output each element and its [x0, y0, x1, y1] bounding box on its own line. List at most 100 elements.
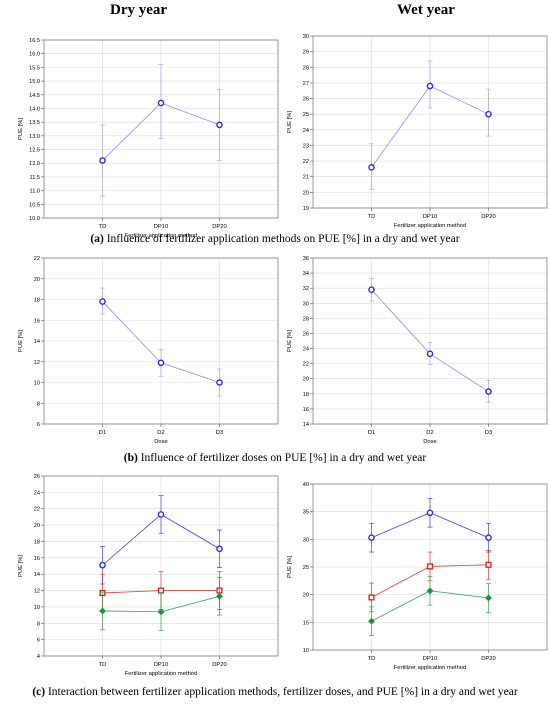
y-tick-label: 10	[34, 381, 40, 387]
data-point-main	[426, 350, 434, 358]
y-tick-label: 16	[34, 556, 40, 562]
x-tick-label: TD	[99, 224, 107, 230]
y-tick-label: 19	[303, 206, 309, 212]
y-tick-label: 28	[303, 316, 309, 322]
caption-a-text: Influence of fertilizer application meth…	[103, 233, 460, 245]
y-tick-label: 22	[34, 256, 40, 262]
x-axis-label: Fertilizer application method	[394, 223, 467, 229]
y-tick-label: 4	[37, 654, 40, 660]
y-tick-label: 30	[303, 301, 309, 307]
data-point-D1	[157, 511, 165, 518]
data-point-main	[368, 286, 375, 293]
x-tick-label: DP10	[154, 224, 169, 230]
y-tick-label: 22	[303, 362, 309, 368]
data-point-D1	[426, 509, 434, 517]
data-point-D3	[485, 594, 492, 602]
data-point-D3	[216, 592, 223, 600]
y-tick-label: 34	[303, 271, 309, 277]
x-tick-label: DP10	[154, 662, 169, 668]
x-tick-label: TD	[99, 662, 107, 668]
data-point-D1	[368, 534, 375, 541]
y-tick-label: 20	[303, 190, 309, 196]
x-tick-label: D2	[426, 430, 433, 436]
y-tick-label: 11.0	[30, 189, 40, 195]
y-tick-label: 16.5	[29, 38, 40, 44]
data-point-main	[157, 99, 165, 107]
y-tick-label: 6	[37, 422, 40, 428]
y-tick-label: 12.5	[29, 148, 40, 154]
data-point-main	[99, 157, 106, 164]
y-axis-label: PUE [%]	[18, 330, 24, 352]
y-axis-label: PUE [%]	[287, 111, 293, 133]
data-point-D2	[426, 563, 434, 570]
y-tick-label: 25	[303, 112, 309, 118]
caption-c: (c) Interaction between fertilizer appli…	[0, 686, 550, 698]
y-axis-label: PUE [%]	[18, 555, 24, 577]
x-axis-label: Dose	[423, 439, 437, 445]
y-tick-label: 10.5	[29, 202, 40, 208]
y-tick-label: 14	[303, 422, 309, 428]
y-tick-label: 24	[303, 347, 309, 353]
y-tick-label: 30	[303, 537, 309, 543]
data-point-main	[368, 164, 375, 171]
y-tick-label: 16	[34, 318, 40, 324]
x-tick-label: DP20	[481, 656, 496, 662]
x-tick-label: DP20	[212, 662, 227, 668]
caption-c-label: (c)	[32, 686, 46, 698]
y-tick-label: 14	[34, 572, 40, 578]
chart-b-wet: 14 16 18 20 22 24 26 28 30 32 34 36 D1 D2 D3 Dose PUE [%…	[287, 256, 548, 445]
y-tick-label: 27	[303, 81, 309, 87]
y-tick-label: 24	[34, 490, 40, 496]
data-point-main	[485, 110, 492, 118]
y-tick-label: 24	[303, 128, 309, 134]
y-tick-label: 14	[34, 339, 40, 345]
y-tick-label: 20	[34, 277, 40, 283]
x-tick-label: TD	[368, 214, 376, 220]
x-tick-label: D1	[368, 430, 375, 436]
data-point-D1	[216, 545, 223, 553]
chart-b-dry: 6 8 10 12 14 16 18 20 22 D1 D2 D3 Dose PUE [%]	[18, 256, 279, 445]
caption-b: (b) Influence of fertilizer doses on PUE…	[0, 452, 550, 464]
y-tick-label: 14.0	[29, 106, 40, 112]
y-tick-label: 26	[303, 331, 309, 337]
y-tick-label: 18	[34, 539, 40, 545]
data-point-D3	[368, 617, 375, 625]
y-tick-label: 8	[37, 401, 40, 407]
x-tick-label: D3	[216, 430, 223, 436]
data-point-D2	[157, 587, 165, 594]
y-tick-label: 28	[303, 65, 309, 71]
y-tick-label: 18	[34, 298, 40, 304]
data-point-main	[485, 388, 492, 395]
caption-b-text: Influence of fertilizer doses on PUE [%]…	[137, 452, 427, 464]
caption-c-text: Interaction between fertilizer applicati…	[45, 686, 518, 698]
y-tick-label: 36	[303, 256, 309, 262]
y-tick-label: 13.0	[29, 134, 40, 140]
data-point-main	[426, 82, 434, 90]
data-point-main	[157, 359, 165, 367]
chart-c-wet: 10 15 20 25 30 35 40 TD DP10 DP20 Fertilizer appli…	[287, 482, 548, 671]
data-point-main	[216, 121, 223, 129]
y-tick-label: 14.5	[29, 93, 40, 99]
y-tick-label: 26	[34, 474, 40, 480]
data-point-D3	[157, 608, 165, 616]
y-tick-label: 40	[303, 482, 309, 488]
data-point-D3	[426, 587, 434, 595]
x-axis-label: Dose	[154, 439, 168, 445]
x-axis-label: Fertilizer application method	[125, 233, 198, 239]
x-tick-label: DP20	[212, 224, 227, 230]
y-tick-label: 30	[303, 34, 309, 40]
y-tick-label: 18	[303, 392, 309, 398]
y-tick-label: 15.0	[29, 79, 40, 85]
x-tick-label: D1	[99, 430, 106, 436]
data-point-D1	[99, 561, 106, 569]
y-tick-label: 29	[303, 50, 309, 56]
x-axis-label: Fertilizer application method	[394, 665, 467, 671]
y-tick-label: 12	[34, 589, 40, 595]
dry-year-heading: Dry year	[110, 2, 168, 18]
y-tick-label: 25	[303, 565, 309, 571]
y-tick-label: 11.5	[30, 175, 40, 181]
x-tick-label: D2	[157, 430, 164, 436]
y-tick-label: 23	[303, 143, 309, 149]
wet-year-heading: Wet year	[397, 2, 455, 18]
data-point-D1	[485, 534, 492, 541]
